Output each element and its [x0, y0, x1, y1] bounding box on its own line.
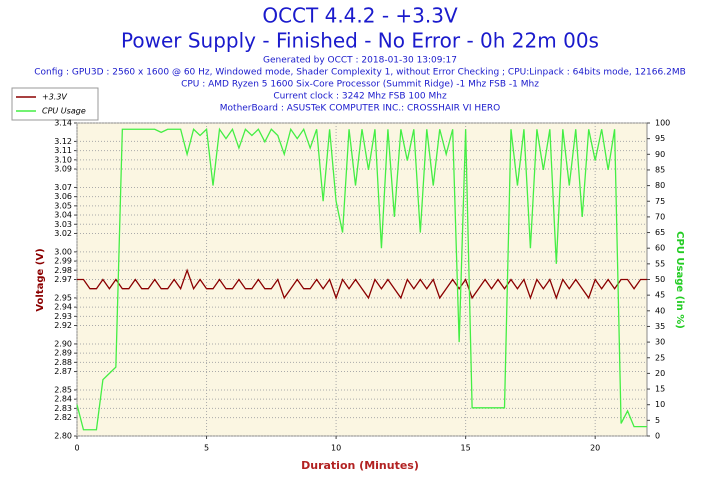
y2-tick-label: 10: [655, 400, 665, 409]
y-tick-label: 2.85: [54, 385, 72, 394]
subtitle: Generated by OCCT : 2018-01-30 13:09:17: [263, 56, 457, 66]
legend-label: +3.3V: [42, 93, 67, 102]
subtitle: Current clock : 3242 Mhz FSB 100 Mhz: [273, 92, 447, 102]
y-tick-label: 2.80: [54, 432, 72, 441]
y2-tick-label: 40: [655, 306, 665, 315]
y-tick-label: 3.12: [54, 137, 72, 146]
series-line: [77, 268, 647, 300]
y2-tick-label: 65: [655, 228, 665, 237]
y2-tick-label: 5: [655, 416, 660, 425]
y2-tick-label: 60: [655, 244, 665, 253]
y-tick-label: 2.89: [54, 349, 72, 358]
x-tick-label: 0: [74, 444, 79, 453]
x-tick-label: 10: [331, 444, 341, 453]
y-tick-label: 2.84: [54, 395, 72, 404]
y2-tick-label: 45: [655, 291, 665, 300]
subtitle: MotherBoard : ASUSTeK COMPUTER INC.: CRO…: [220, 104, 500, 114]
y2-tick-label: 55: [655, 259, 665, 268]
subtitle: CPU : AMD Ryzen 5 1600 Six-Core Processo…: [181, 80, 539, 90]
chart-title: Power Supply - Finished - No Error - 0h …: [121, 29, 599, 53]
y-tick-label: 3.07: [54, 183, 72, 192]
y-tick-label: 3.04: [54, 211, 72, 220]
y2-tick-label: 50: [655, 275, 665, 284]
y-tick-label: 3.14: [54, 119, 72, 128]
chart-title: OCCT 4.4.2 - +3.3V: [262, 4, 458, 28]
y-axis-label: Voltage (V): [35, 248, 46, 311]
y2-tick-label: 95: [655, 134, 665, 143]
y-tick-label: 2.83: [54, 404, 72, 413]
series-line: [76, 127, 647, 431]
y-tick-label: 2.88: [54, 358, 72, 367]
y-tick-label: 3.10: [54, 155, 72, 164]
y2-axis-label: CPU Usage (in %): [674, 231, 685, 329]
y2-tick-label: 85: [655, 165, 665, 174]
y-tick-label: 2.97: [54, 275, 72, 284]
y-tick-label: 3.06: [54, 192, 72, 201]
y-tick-label: 3.11: [54, 146, 72, 155]
y-tick-label: 3.00: [54, 247, 72, 256]
y2-tick-label: 80: [655, 181, 665, 190]
y2-tick-label: 25: [655, 353, 665, 362]
y2-tick-label: 30: [655, 338, 665, 347]
y2-tick-label: 75: [655, 197, 665, 206]
y-tick-label: 2.98: [54, 266, 72, 275]
y2-tick-label: 100: [655, 119, 670, 128]
y-tick-label: 2.87: [54, 367, 72, 376]
x-tick-label: 5: [204, 444, 209, 453]
legend-box: [11, 87, 99, 121]
x-tick-label: 15: [461, 444, 471, 453]
y-tick-label: 2.93: [54, 312, 72, 321]
y2-tick-label: 35: [655, 322, 665, 331]
x-tick-label: 20: [590, 444, 600, 453]
y-tick-label: 2.99: [54, 257, 72, 266]
y-tick-label: 3.09: [54, 165, 72, 174]
y-tick-label: 3.05: [54, 201, 72, 210]
y-tick-label: 2.82: [54, 413, 72, 422]
y-tick-label: 2.94: [54, 303, 72, 312]
y2-tick-label: 0: [655, 432, 660, 441]
y2-tick-label: 70: [655, 212, 665, 221]
y2-tick-label: 20: [655, 369, 665, 378]
y-tick-label: 2.90: [54, 339, 72, 348]
x-axis-label: Duration (Minutes): [301, 459, 419, 472]
y2-tick-label: 15: [655, 385, 665, 394]
y-tick-label: 3.03: [54, 220, 72, 229]
y2-tick-label: 90: [655, 150, 665, 159]
y-tick-label: 2.92: [54, 321, 72, 330]
y-tick-label: 2.95: [54, 293, 72, 302]
y-tick-label: 3.02: [54, 229, 72, 238]
subtitle: Config : GPU3D : 2560 x 1600 @ 60 Hz, Wi…: [34, 68, 686, 78]
legend-label: CPU Usage: [42, 107, 86, 116]
